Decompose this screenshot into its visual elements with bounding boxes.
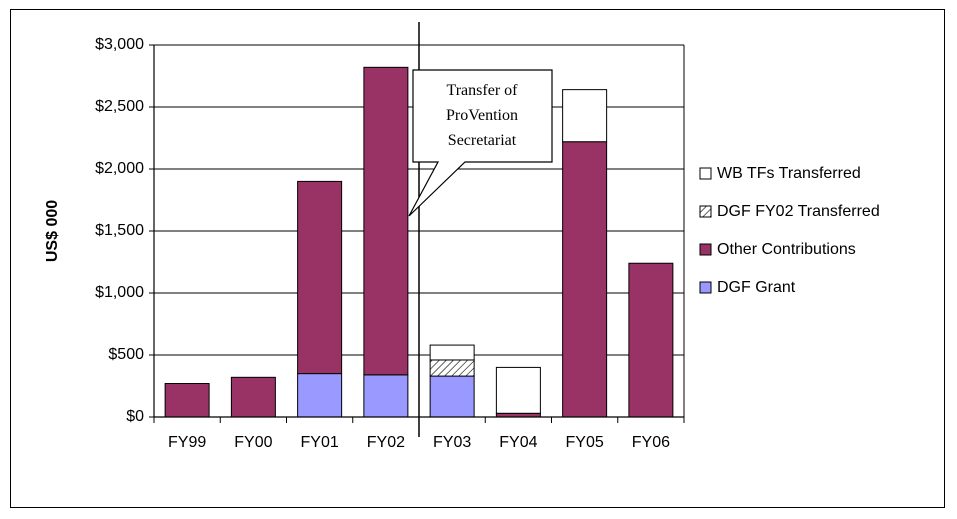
legend-label: WB TFs Transferred xyxy=(717,165,861,182)
bar-fy01-dgf-grant xyxy=(297,373,343,418)
legend-label: DGF FY02 Transferred xyxy=(717,203,880,220)
y-tick-label: $2,000 xyxy=(95,160,144,177)
y-tick-label: $3,000 xyxy=(95,36,144,53)
y-tick-label: $500 xyxy=(108,346,144,363)
x-tick-label: FY99 xyxy=(168,434,206,451)
bar-fy99-other-contributions xyxy=(164,383,210,418)
bar-fy03-wb-tfs-transferred xyxy=(429,344,475,361)
callout-line-1: Transfer of xyxy=(447,82,519,99)
y-tick-labels: $0 $500 $1,000 $1,500 $2,000 $2,500 $3,000 xyxy=(95,36,144,425)
y-tick-label: $2,500 xyxy=(95,98,144,115)
legend-swatch xyxy=(699,205,712,218)
y-tick-label: $0 xyxy=(126,408,144,425)
bar-fy00-other-contributions xyxy=(230,376,276,418)
legend-label: Other Contributions xyxy=(717,241,856,258)
callout-line-2: ProVention xyxy=(446,107,518,124)
axes xyxy=(149,44,685,423)
bar-fy05-other-contributions xyxy=(562,141,608,418)
legend-swatch xyxy=(699,167,712,180)
x-tick-label: FY01 xyxy=(301,434,339,451)
bar-fy04-wb-tfs-transferred xyxy=(495,366,541,414)
bar-fy06-other-contributions xyxy=(628,262,674,418)
bars xyxy=(164,66,674,418)
bar-fy03-dgf-fy02-transferred xyxy=(429,359,475,377)
legend: WB TFs Transferred DGF FY02 Transferred Ot… xyxy=(699,165,880,296)
bar-fy02-dgf-grant xyxy=(363,374,409,418)
bar-fy02-other-contributions xyxy=(363,66,409,376)
bar-fy05-wb-tfs-transferred xyxy=(562,89,608,143)
bar-fy03-dgf-grant xyxy=(429,375,475,418)
x-tick-label: FY00 xyxy=(234,434,272,451)
callout-line-3: Secretariat xyxy=(448,132,517,149)
x-tick-label: FY06 xyxy=(632,434,670,451)
legend-swatch xyxy=(699,281,712,294)
legend-label: DGF Grant xyxy=(717,279,796,296)
x-tick-label: FY02 xyxy=(367,434,405,451)
legend-swatch xyxy=(699,243,712,256)
transfer-callout: Transfer of ProVention Secretariat xyxy=(408,69,553,217)
bar-fy01-other-contributions xyxy=(297,180,343,375)
callout-box xyxy=(408,69,553,217)
y-tick-label: $1,500 xyxy=(95,222,144,239)
y-tick-label: $1,000 xyxy=(95,284,144,301)
y-axis-label: US$ 000 xyxy=(44,200,61,262)
x-tick-labels: FY99 FY00 FY01 FY02 FY03 FY04 FY05 FY06 xyxy=(168,434,670,451)
x-tick-label: FY03 xyxy=(433,434,471,451)
x-tick-label: FY04 xyxy=(499,434,537,451)
x-tick-label: FY05 xyxy=(566,434,604,451)
